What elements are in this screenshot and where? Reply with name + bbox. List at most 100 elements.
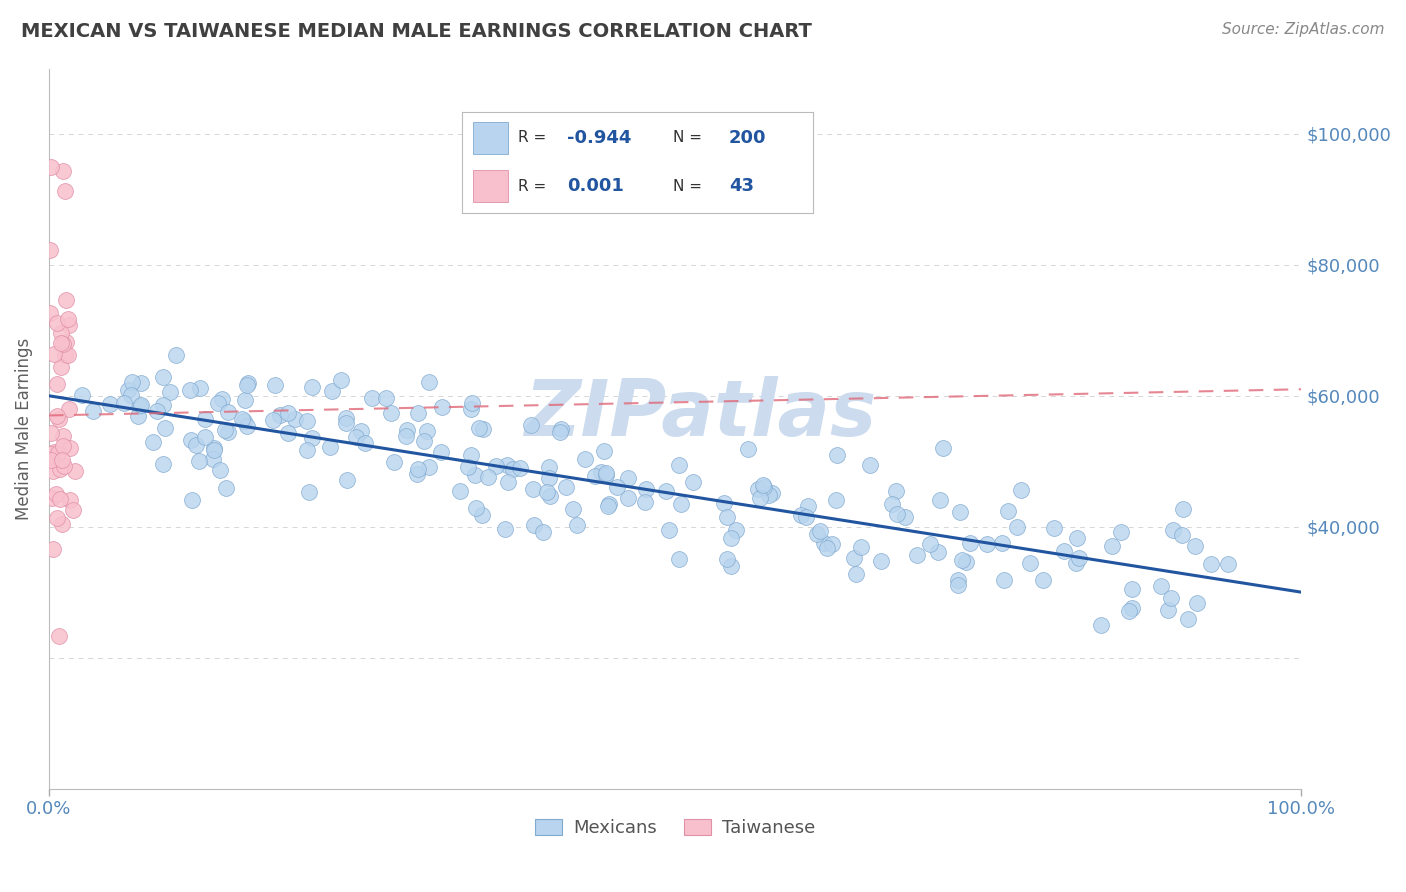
Point [131, 398, 153, 412]
Point [1118, 604, 1140, 618]
Point [418, 375, 440, 389]
Point [886, 507, 908, 521]
Point [236, 376, 259, 390]
Point [55, 335, 77, 350]
Point [1201, 558, 1223, 572]
Point [749, 491, 772, 505]
Point [321, 384, 343, 398]
Point [179, 383, 201, 397]
Point [606, 480, 628, 494]
Point [184, 438, 207, 452]
Point [494, 522, 516, 536]
Point [146, 404, 169, 418]
Point [598, 497, 620, 511]
Point [112, 396, 135, 410]
Point [360, 391, 382, 405]
Point [202, 452, 225, 467]
Point [472, 422, 495, 436]
Point [716, 509, 738, 524]
Point [117, 383, 139, 397]
Point [449, 484, 471, 499]
Point [152, 398, 174, 412]
Point [1010, 483, 1032, 497]
Point [1109, 525, 1132, 540]
Point [121, 375, 143, 389]
Point [72, 387, 94, 401]
Point [668, 552, 690, 566]
Point [127, 409, 149, 423]
Text: MEXICAN VS TAIWANESE MEDIAN MALE EARNINGS CORRELATION CHART: MEXICAN VS TAIWANESE MEDIAN MALE EARNING… [21, 22, 813, 41]
Point [1101, 539, 1123, 553]
Point [382, 455, 405, 469]
Point [461, 396, 484, 410]
Point [418, 459, 440, 474]
Point [845, 567, 868, 582]
Point [1171, 501, 1194, 516]
Point [39, 447, 62, 461]
Point [893, 509, 915, 524]
Point [468, 421, 491, 435]
Point [284, 412, 307, 426]
Point [204, 442, 226, 456]
Point [464, 467, 486, 482]
Point [235, 419, 257, 434]
Point [55, 293, 77, 308]
Point [159, 385, 181, 400]
Point [395, 428, 418, 442]
Point [207, 396, 229, 410]
Point [45, 487, 67, 501]
Point [884, 483, 907, 498]
Point [330, 373, 353, 387]
Point [82, 404, 104, 418]
Point [538, 471, 561, 485]
Point [235, 378, 257, 392]
Point [668, 458, 690, 472]
Point [1161, 524, 1184, 538]
Point [416, 424, 439, 438]
Point [45, 377, 67, 392]
Point [375, 392, 398, 406]
Point [406, 406, 429, 420]
Point [1184, 540, 1206, 554]
Point [761, 485, 783, 500]
Point [217, 425, 239, 439]
Point [344, 430, 367, 444]
Point [46, 446, 69, 460]
Point [52, 429, 75, 443]
Point [531, 525, 554, 540]
Y-axis label: Median Male Earnings: Median Male Earnings [15, 337, 32, 520]
Point [574, 451, 596, 466]
Point [39, 306, 62, 320]
Point [790, 508, 813, 522]
Point [905, 548, 928, 562]
Point [430, 400, 453, 414]
Point [1160, 591, 1182, 605]
Point [52, 164, 75, 178]
Point [277, 425, 299, 440]
Point [932, 442, 955, 456]
Point [48, 492, 70, 507]
Point [713, 496, 735, 510]
Point [39, 453, 62, 467]
Point [1053, 544, 1076, 558]
Point [595, 468, 617, 483]
Point [820, 537, 842, 551]
Point [58, 493, 80, 508]
Point [188, 454, 211, 468]
Point [536, 485, 558, 500]
Point [39, 426, 62, 441]
Point [214, 481, 236, 495]
Point [596, 499, 619, 513]
Point [824, 492, 846, 507]
Point [1177, 611, 1199, 625]
Point [460, 449, 482, 463]
Point [595, 466, 617, 480]
Point [295, 413, 318, 427]
Point [42, 445, 65, 459]
Point [129, 400, 152, 414]
Point [716, 552, 738, 566]
Point [1121, 582, 1143, 596]
Text: ZIPatlas: ZIPatlas [524, 376, 876, 452]
Point [1005, 520, 1028, 534]
Point [842, 550, 865, 565]
